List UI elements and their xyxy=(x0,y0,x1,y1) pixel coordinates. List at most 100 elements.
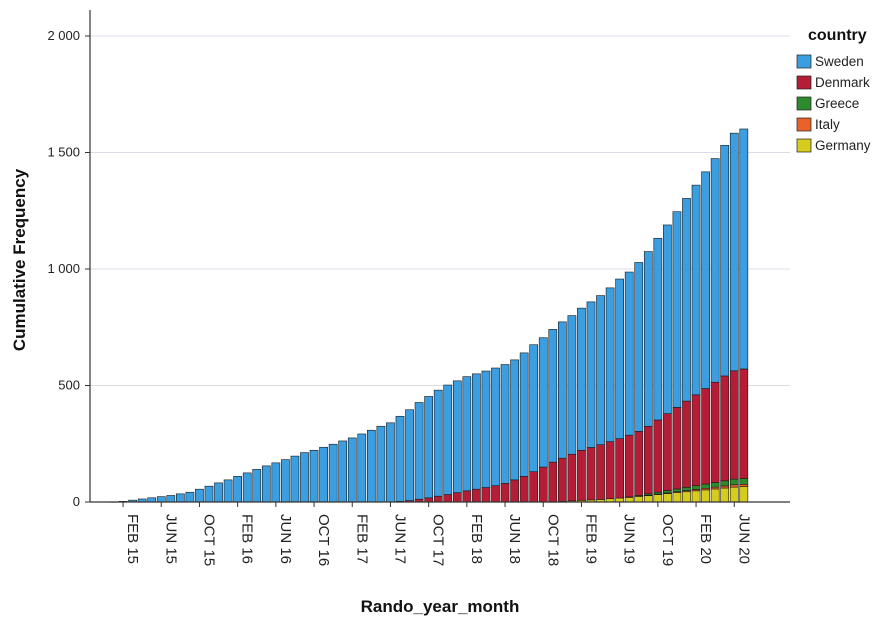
bar-segment-denmark xyxy=(691,394,701,486)
bar-segment-denmark xyxy=(634,431,644,496)
x-tick-label: JUN 16 xyxy=(277,514,294,564)
bar-segment-germany xyxy=(634,496,644,503)
x-tick-label: FEB 18 xyxy=(468,514,485,564)
bar-segment-sweden xyxy=(624,271,634,436)
bar-segment-sweden xyxy=(739,128,749,370)
bar-segment-sweden xyxy=(290,455,300,503)
x-tick-label: FEB 15 xyxy=(124,514,141,564)
x-tick-label: FEB 16 xyxy=(239,514,256,564)
bar-segment-sweden xyxy=(424,396,434,499)
bar-segment-denmark xyxy=(548,461,558,503)
bar-segment-denmark xyxy=(682,400,691,488)
legend: country Sweden Denmark Greece Italy Germany xyxy=(796,27,871,153)
legend-swatch-sweden xyxy=(796,54,812,69)
bar-segment-greece xyxy=(663,490,672,494)
bar-segment-denmark xyxy=(577,449,586,501)
bar-segment-sweden xyxy=(452,380,462,493)
bar-segment-sweden xyxy=(491,367,500,486)
bar-segment-denmark xyxy=(481,487,491,503)
bar-segment-denmark xyxy=(643,425,653,495)
bar-segment-greece xyxy=(739,478,749,485)
bar-segment-sweden xyxy=(691,184,701,396)
bar-segment-denmark xyxy=(462,490,472,503)
bar-segment-sweden xyxy=(328,443,338,503)
bar-segment-sweden xyxy=(271,462,281,503)
bar-segment-italy xyxy=(739,483,749,487)
bar-segment-denmark xyxy=(567,453,577,502)
bar-segment-sweden xyxy=(548,329,558,463)
bar-segment-sweden xyxy=(615,278,624,439)
bar-segment-sweden xyxy=(472,373,481,490)
bar-segment-sweden xyxy=(653,237,663,421)
bar-segment-sweden xyxy=(481,370,491,488)
legend-label-italy: Italy xyxy=(815,117,840,132)
x-tick-label: JUN 17 xyxy=(391,514,408,564)
bar-segment-sweden xyxy=(214,482,223,503)
bar-segment-denmark xyxy=(720,375,730,482)
bar-segment-sweden xyxy=(510,359,519,481)
x-axis-title: Rando_year_month xyxy=(361,597,520,616)
x-tick-label: JUN 15 xyxy=(162,514,179,564)
bar-segment-germany xyxy=(653,494,663,503)
bar-segment-greece xyxy=(691,485,701,490)
x-tick-label: OCT 16 xyxy=(315,514,332,566)
bar-segment-denmark xyxy=(424,497,434,503)
bar-segment-sweden xyxy=(376,425,386,503)
bar-segment-sweden xyxy=(567,315,577,455)
bar-segment-sweden xyxy=(176,493,185,503)
x-tick-label: OCT 15 xyxy=(200,514,217,566)
bar-segment-sweden xyxy=(147,497,157,503)
bar-segment-sweden xyxy=(701,171,710,389)
bar-segment-sweden xyxy=(672,211,682,408)
bar-segment-sweden xyxy=(500,364,510,484)
bar-segment-sweden xyxy=(357,433,367,503)
legend-swatch-greece xyxy=(796,96,812,111)
bar-segment-sweden xyxy=(605,287,615,442)
bar-segment-germany xyxy=(710,488,720,503)
bar-segment-denmark xyxy=(510,479,519,503)
bar-segment-denmark xyxy=(653,419,663,493)
x-tick-label: FEB 17 xyxy=(353,514,370,564)
bar-segment-germany xyxy=(729,486,739,503)
bar-segment-denmark xyxy=(739,368,749,479)
bar-segment-sweden xyxy=(338,440,348,503)
bar-segment-denmark xyxy=(663,413,672,491)
bar-segment-sweden xyxy=(166,495,176,503)
bar-segment-denmark xyxy=(596,444,605,500)
bar-segment-sweden xyxy=(242,472,252,503)
bar-segment-sweden xyxy=(414,402,424,500)
bar-segment-greece xyxy=(672,488,682,493)
bar-segment-sweden xyxy=(281,459,290,503)
legend-title: country xyxy=(808,27,867,44)
bar-segment-denmark xyxy=(452,492,462,503)
bar-segment-sweden xyxy=(395,415,405,502)
bar-segment-denmark xyxy=(615,438,624,499)
bar-segment-sweden xyxy=(538,337,548,468)
legend-swatch-italy xyxy=(796,117,812,132)
bar-segment-denmark xyxy=(529,471,539,503)
legend-swatch-denmark xyxy=(796,75,812,90)
bar-segment-denmark xyxy=(500,483,510,503)
bar-segment-sweden xyxy=(347,437,357,503)
bar-segment-denmark xyxy=(586,447,596,501)
bar-segment-germany xyxy=(701,489,710,503)
bar-segment-sweden xyxy=(261,465,271,503)
stacked-bars xyxy=(109,128,749,503)
x-axis-ticks: FEB 15 JUN 15 OCT 15 FEB 16 JUN 16 OCT 16 FEB … xyxy=(122,502,752,566)
bar-segment-greece xyxy=(701,483,710,489)
bar-segment-germany xyxy=(672,492,682,503)
bar-segment-sweden xyxy=(682,198,691,402)
y-axis-title: Cumulative Frequency xyxy=(10,168,29,351)
bar-segment-germany xyxy=(624,497,634,503)
bar-segment-sweden xyxy=(710,158,720,383)
bar-segment-germany xyxy=(720,487,730,503)
bar-segment-sweden xyxy=(519,352,529,477)
bar-segment-sweden xyxy=(663,224,672,414)
bar-segment-sweden xyxy=(443,384,453,495)
bar-segment-sweden xyxy=(720,144,730,377)
x-tick-label: JUN 19 xyxy=(621,514,638,564)
bar-segment-sweden xyxy=(634,262,644,432)
bar-segment-germany xyxy=(682,491,691,503)
legend-label-greece: Greece xyxy=(815,96,859,111)
bar-segment-sweden xyxy=(557,321,567,459)
